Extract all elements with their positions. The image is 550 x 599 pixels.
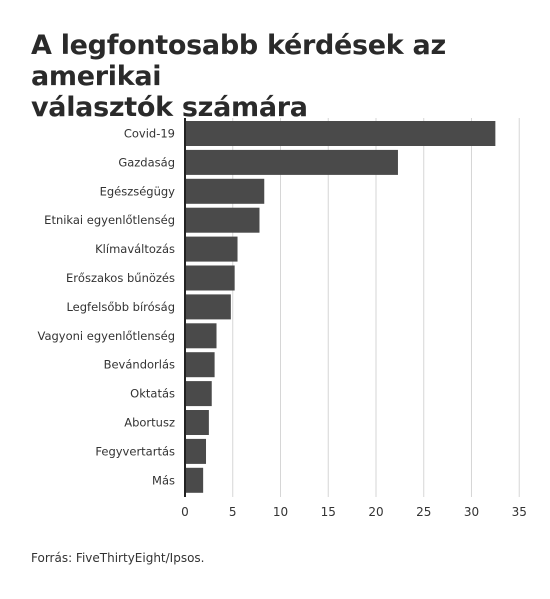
category-label: Legfelsőbb bíróság: [66, 300, 175, 314]
category-label: Etnikai egyenlőtlenség: [44, 213, 175, 227]
category-label: Vagyoni egyenlőtlenség: [37, 329, 175, 343]
bar: [185, 121, 496, 146]
chart-title-line-1: A legfontosabb kérdések az amerikai: [31, 30, 446, 92]
source-note: Forrás: FiveThirtyEight/Ipsos.: [31, 551, 205, 565]
bar: [185, 265, 235, 291]
chart-title-line-2: választók számára: [31, 92, 308, 123]
x-tick-label: 10: [273, 505, 288, 519]
category-labels: Covid-19 Gazdaság Egészségügy Etnikai egyen…: [37, 127, 175, 488]
bar: [185, 236, 238, 262]
grid-lines: [232, 118, 520, 497]
bar: [185, 207, 260, 233]
bar: [185, 438, 207, 464]
bars: [185, 121, 496, 493]
category-label: Egészségügy: [100, 184, 176, 198]
category-label: Más: [152, 473, 175, 487]
bar: [185, 178, 265, 204]
x-tick-label: 25: [416, 505, 431, 519]
bar: [185, 381, 212, 407]
category-label: Covid-19: [124, 127, 175, 141]
x-tick-label: 0: [181, 505, 189, 519]
category-label: Bevándorlás: [104, 358, 175, 372]
chart-title: A legfontosabb kérdések az amerikai vála…: [31, 30, 531, 123]
x-tick-label: 30: [464, 505, 479, 519]
bar: [185, 149, 398, 175]
x-tick-label: 15: [321, 505, 336, 519]
category-label: Fegyvertartás: [95, 444, 175, 458]
bar: [185, 323, 217, 349]
bar: [185, 467, 204, 493]
x-tick-label: 20: [368, 505, 383, 519]
category-label: Abortusz: [124, 416, 175, 430]
x-tick-label: 35: [512, 505, 527, 519]
category-label: Oktatás: [130, 387, 175, 401]
bar: [185, 352, 215, 378]
bar: [185, 294, 231, 320]
category-label: Gazdaság: [118, 155, 175, 169]
category-label: Erőszakos bűnözés: [66, 271, 175, 285]
bar: [185, 410, 209, 435]
x-axis-ticks: 0 5 10 15 20 25 30 35: [181, 505, 527, 519]
x-tick-label: 5: [229, 505, 237, 519]
category-label: Klímaváltozás: [95, 242, 175, 256]
